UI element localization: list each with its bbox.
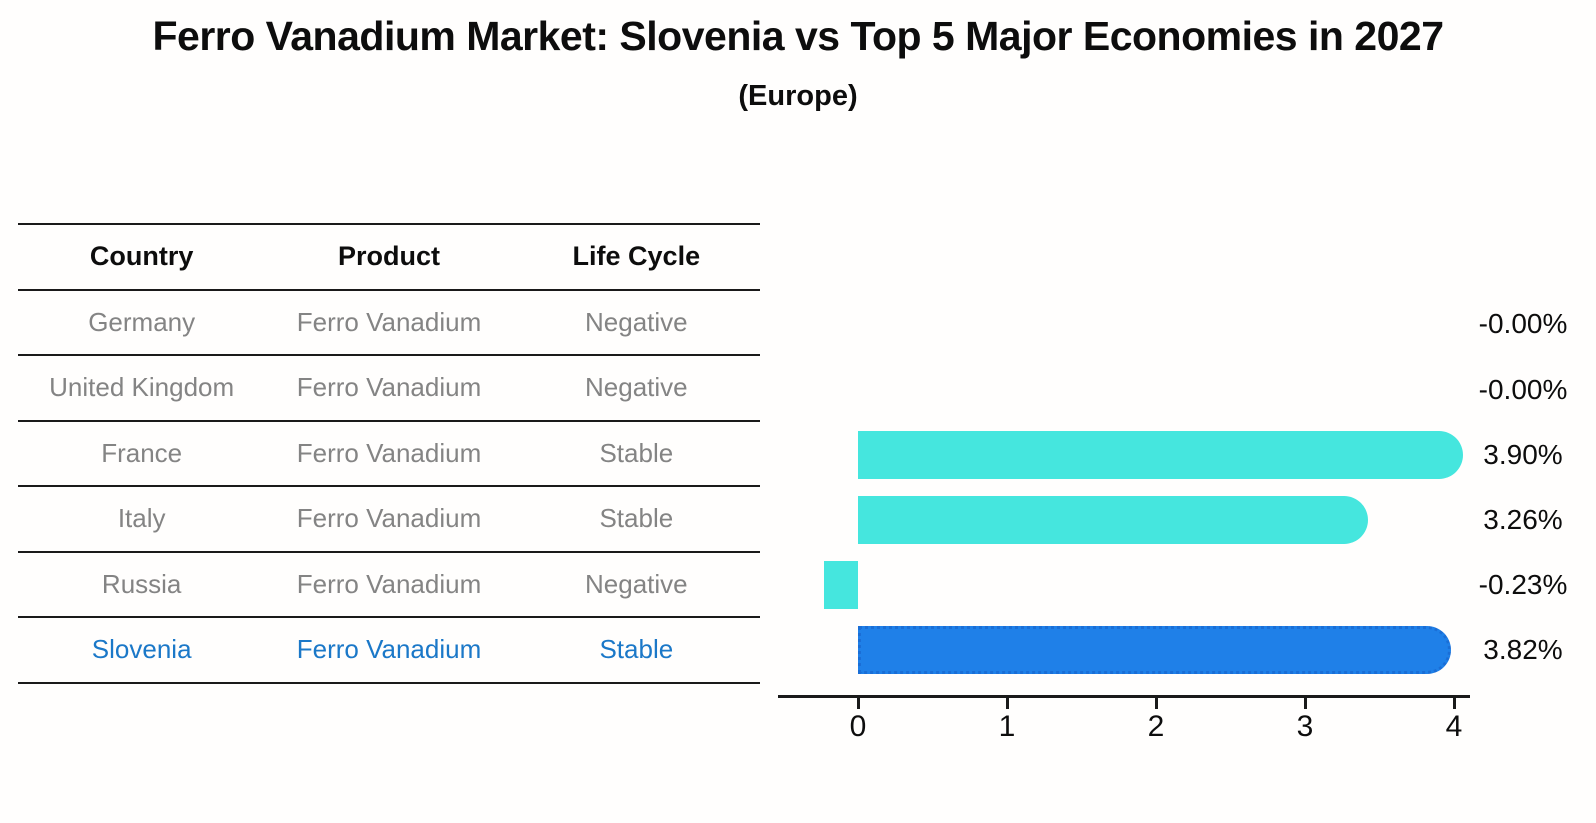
column-header-product: Product (337, 241, 440, 272)
bar-italy (858, 496, 1368, 544)
x-tick-0 (856, 698, 860, 709)
x-tick-label-3: 3 (1296, 710, 1314, 743)
cell-product: Ferro Vanadium (296, 568, 482, 599)
chart-title: Ferro Vanadium Market: Slovenia vs Top 5… (152, 13, 1444, 59)
cell-country: Slovenia (91, 634, 192, 665)
value-label-italy: 3.26% (1483, 504, 1563, 535)
value-label-france: 3.90% (1483, 439, 1563, 470)
cell-product: Ferro Vanadium (296, 634, 482, 665)
country-table: Country Product Life Cycle Germany Ferro … (18, 223, 760, 684)
bar-france (858, 431, 1464, 479)
x-tick-label-4: 4 (1445, 710, 1463, 743)
cell-country: France (101, 437, 183, 468)
cell-life-cycle: Negative (585, 306, 688, 337)
table-row-united-kingdom: United Kingdom Ferro Vanadium Negative (18, 354, 760, 420)
cell-country: Germany (88, 306, 196, 337)
bar-russia (823, 561, 858, 609)
table-row-italy: Italy Ferro Vanadium Stable (18, 485, 760, 551)
value-label-united-kingdom: -0.00% (1478, 374, 1568, 405)
table-row-slovenia: Slovenia Ferro Vanadium Stable (18, 616, 760, 682)
chart-subtitle: (Europe) (738, 80, 858, 112)
x-tick-label-1: 1 (998, 710, 1016, 743)
x-tick-label-0: 0 (849, 710, 867, 743)
cell-country: Italy (117, 503, 166, 534)
cell-life-cycle: Stable (599, 634, 674, 665)
cell-country: Russia (101, 568, 182, 599)
x-axis-line (778, 695, 1470, 698)
value-label-slovenia: 3.82% (1483, 634, 1563, 665)
cell-life-cycle: Stable (599, 437, 674, 468)
bar-slovenia (858, 626, 1452, 674)
table-row-germany: Germany Ferro Vanadium Negative (18, 288, 760, 355)
cell-product: Ferro Vanadium (296, 437, 482, 468)
table-row-france: France Ferro Vanadium Stable (18, 419, 760, 486)
cell-life-cycle: Stable (599, 503, 674, 534)
cell-country: United Kingdom (49, 372, 235, 403)
cell-product: Ferro Vanadium (296, 306, 482, 337)
cell-life-cycle: Negative (585, 568, 688, 599)
cell-life-cycle: Negative (585, 372, 688, 403)
column-header-country: Country (89, 241, 194, 272)
table-header-row: Country Product Life Cycle (18, 223, 760, 289)
table-row-russia: Russia Ferro Vanadium Negative (18, 550, 760, 617)
x-tick-3 (1303, 698, 1307, 709)
cell-product: Ferro Vanadium (296, 503, 482, 534)
value-label-russia: -0.23% (1478, 569, 1568, 600)
x-tick-2 (1154, 698, 1158, 709)
column-header-lifecycle: Life Cycle (572, 241, 701, 272)
x-tick-1 (1005, 698, 1009, 709)
x-tick-label-2: 2 (1147, 710, 1165, 743)
cell-product: Ferro Vanadium (296, 372, 482, 403)
table-body: Germany Ferro Vanadium Negative United King… (18, 288, 760, 682)
x-tick-4 (1452, 698, 1456, 709)
value-label-germany: -0.00% (1478, 308, 1568, 339)
